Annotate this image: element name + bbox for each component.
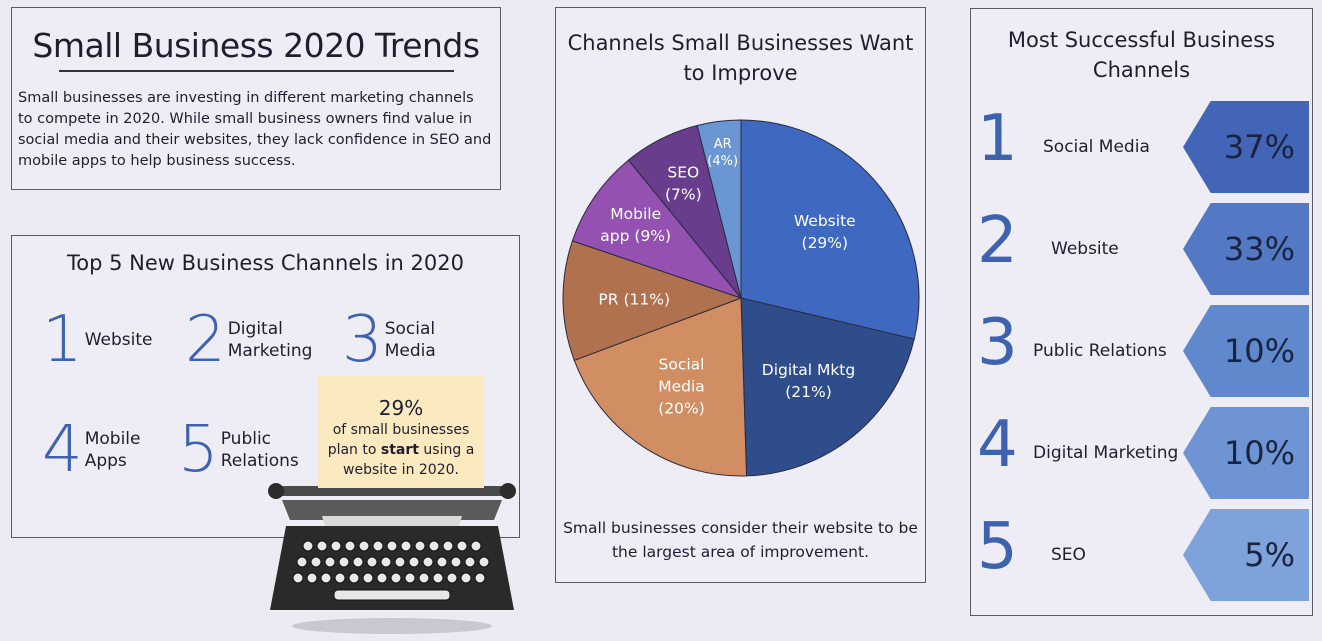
typewriter-illustration xyxy=(268,483,516,634)
rank-number: 3 xyxy=(977,306,1018,380)
channel-label: SEO xyxy=(1051,545,1086,565)
ranking-row: 1 Social Media 37% xyxy=(971,101,1314,193)
top5-item-social-media: 3 Social Media xyxy=(342,308,445,372)
pie-slice-website xyxy=(740,119,920,340)
channel-label: Mobile Apps xyxy=(84,429,141,471)
top5-item-website: 1 Website xyxy=(42,308,165,372)
ranking-title: Most Successful Business Channels xyxy=(1007,28,1276,82)
channel-label: Public Relations xyxy=(1033,341,1167,361)
pie-slice-digital-mktg xyxy=(740,297,915,477)
typewriter-paper-note: 29% of small businesses plan to start us… xyxy=(318,376,484,488)
pie-label-website: Website (29%) xyxy=(794,212,856,252)
rank-number: 2 xyxy=(977,204,1018,278)
ranking-row: 3 Public Relations 10% xyxy=(971,305,1314,397)
share-arrow: 10% xyxy=(1183,407,1309,499)
channel-label: Digital Marketing xyxy=(1033,443,1179,463)
channel-label: Digital Marketing xyxy=(227,319,313,361)
channel-label: Website xyxy=(1051,239,1119,259)
top5-item-mobile-apps: 4 Mobile Apps xyxy=(42,418,145,482)
pie-label-seo: SEO (7%) xyxy=(665,164,702,204)
pie-slice-social-media xyxy=(573,297,748,477)
intro-text: Small businesses are investing in differ… xyxy=(18,90,492,169)
pie-slice-mobile-app xyxy=(571,159,743,300)
ranking-row: 2 Website 33% xyxy=(971,203,1314,295)
note-text-bold: start xyxy=(380,442,419,458)
rank-number: 5 xyxy=(977,510,1018,584)
ranking-row: 4 Digital Marketing 10% xyxy=(971,407,1314,499)
note-text: of small businesses plan to start using … xyxy=(318,420,484,480)
chart-title: Channels Small Businesses Want to Improv… xyxy=(567,31,914,85)
rank-number: 3 xyxy=(342,303,383,377)
channel-label: Public Relations xyxy=(220,429,299,471)
ranking-row: 5 SEO 5% xyxy=(971,509,1314,601)
rank-number: 2 xyxy=(185,303,226,377)
note-text-post: using a website in 2020. xyxy=(343,442,475,478)
intro-panel: Small Business 2020 Trends Small busines… xyxy=(11,7,501,190)
pie-label-social-media: Social Media (20%) xyxy=(658,356,705,418)
top5-item-public-relations: 5 Public Relations xyxy=(178,418,301,482)
share-arrow: 33% xyxy=(1183,203,1309,295)
pie-label-digital-mktg: Digital Mktg (21%) xyxy=(762,361,855,401)
title-divider xyxy=(59,70,454,72)
rank-number: 4 xyxy=(42,413,83,487)
pie-chart-panel: Channels Small Businesses Want to Improv… xyxy=(555,7,926,583)
rank-number: 1 xyxy=(42,303,83,377)
rank-number: 5 xyxy=(178,413,219,487)
channel-label: Social Media xyxy=(1043,137,1150,157)
pie-label-mobile-app: Mobile app (9%) xyxy=(600,205,671,245)
note-percentage: 29% xyxy=(378,396,424,420)
pie-chart: Website (29%) Digital Mktg (21%) Social Media… xyxy=(562,119,920,477)
rank-number: 4 xyxy=(977,408,1018,482)
rank-number: 1 xyxy=(977,102,1018,176)
pie-label-pr: PR (11%) xyxy=(598,291,670,309)
channel-label: Social Media xyxy=(384,319,436,361)
ranking-panel: Most Successful Business Channels 1 Socia… xyxy=(970,8,1313,616)
pie-label-ar: AR (4%) xyxy=(707,137,738,169)
top5-item-digital-marketing: 2 Digital Marketing xyxy=(185,308,312,372)
share-arrow: 5% xyxy=(1183,509,1309,601)
note-text-pre: of small businesses plan to xyxy=(327,422,470,458)
share-arrow: 37% xyxy=(1183,101,1309,193)
channel-label: Website xyxy=(84,330,153,350)
pie-slice-ar xyxy=(696,119,742,299)
pie-caption: Small businesses consider their website … xyxy=(563,519,918,561)
page-title: Small Business 2020 Trends xyxy=(32,26,480,65)
pie-slice-pr xyxy=(562,240,743,361)
share-arrow: 10% xyxy=(1183,305,1309,397)
top5-title: Top 5 New Business Channels in 2020 xyxy=(66,251,464,275)
